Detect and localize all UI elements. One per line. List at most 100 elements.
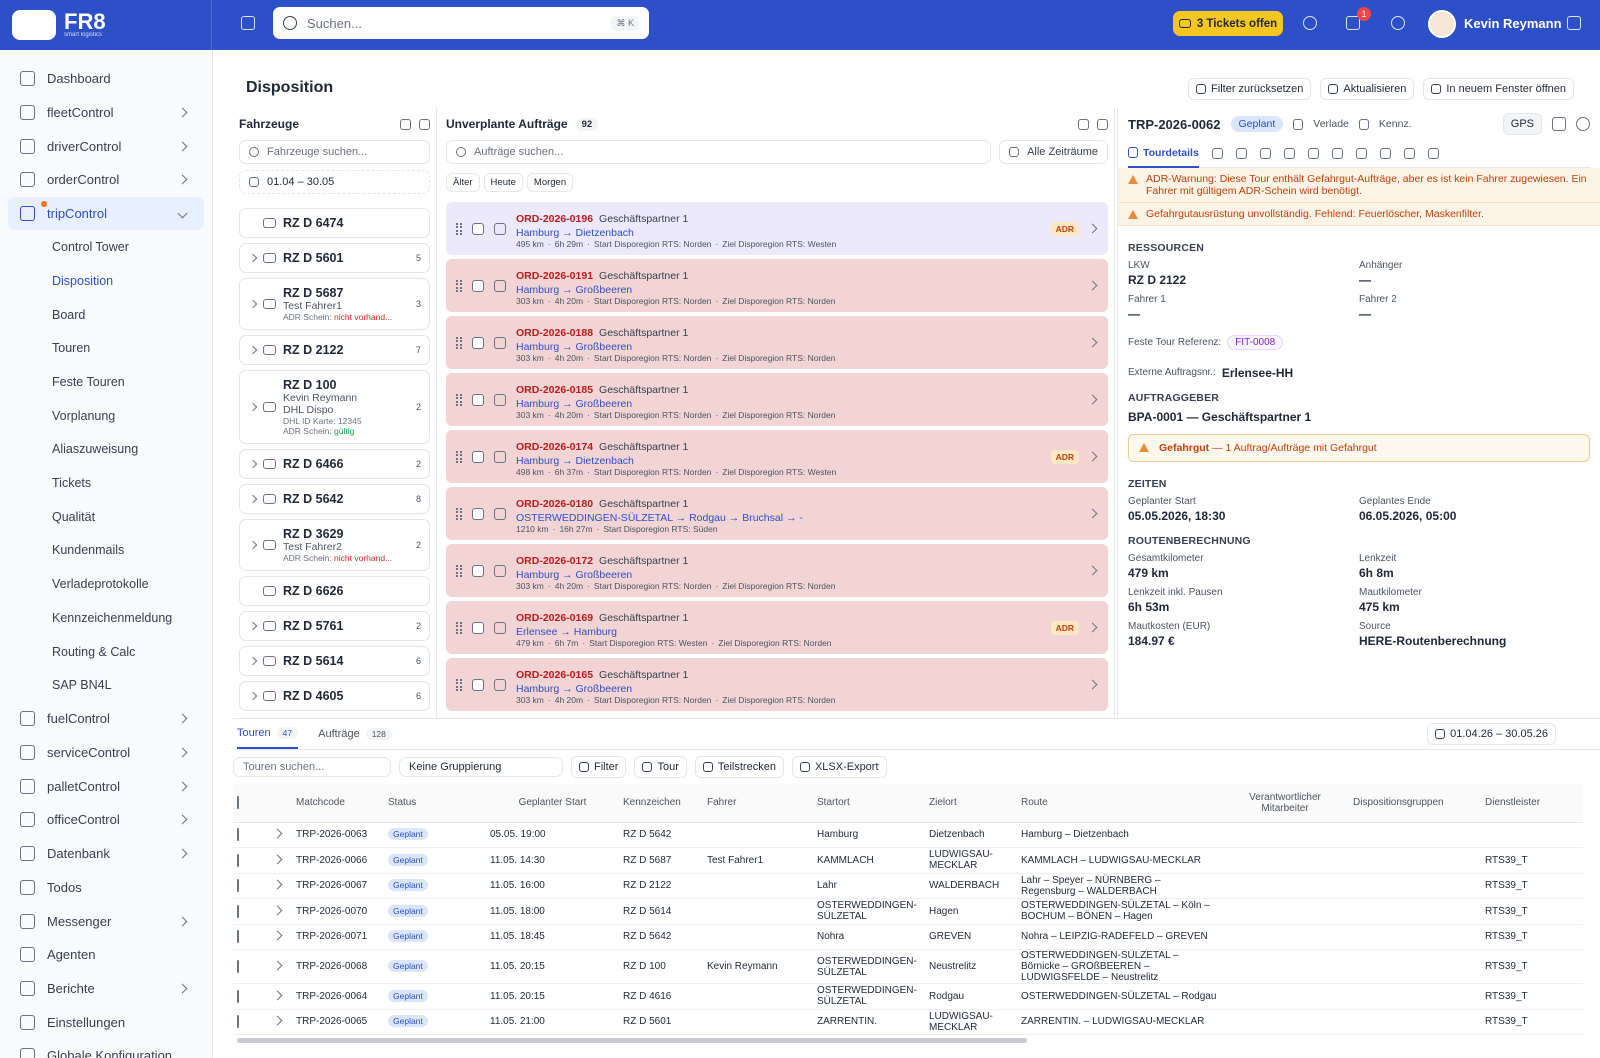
filter-chip[interactable]: Älter — [446, 173, 480, 192]
column-header[interactable]: Startort — [813, 784, 925, 823]
nav-subitem[interactable]: Tickets — [52, 476, 92, 491]
checkbox[interactable] — [472, 336, 484, 349]
gps-button[interactable]: GPS — [1502, 113, 1542, 135]
table-row[interactable]: TRP-2026-0063 Geplant 05.05. 19:00 RZ D 564… — [233, 822, 1583, 848]
bottom-tab[interactable]: Aufträge 128 — [318, 719, 392, 749]
nav-subitem[interactable]: Qualität — [52, 509, 96, 524]
vehicle-card[interactable]: RZ D 100 Kevin Reymann DHL Dispo DHL ID Kar… — [239, 370, 430, 444]
nav-subitem[interactable]: Touren — [52, 341, 91, 356]
filter-chip[interactable]: Morgen — [526, 173, 574, 192]
nav-subitem[interactable]: Board — [52, 307, 86, 322]
checkbox[interactable] — [472, 621, 484, 634]
column-header[interactable]: Dispositionsgruppen — [1349, 784, 1481, 823]
column-header[interactable]: Matchcode — [292, 784, 384, 823]
nav-item[interactable]: driverControl — [8, 129, 204, 163]
column-header[interactable]: Dienstleister — [1481, 784, 1583, 823]
order-card[interactable]: ORD-2026-0180 Geschäftspartner 1 OSTERWEDD… — [446, 487, 1108, 540]
search-box[interactable]: Suchen... ⌘ K — [273, 7, 649, 39]
vehicle-card[interactable]: RZ D 6626 — [239, 576, 430, 606]
action-button[interactable]: Aktualisieren — [1320, 78, 1415, 100]
vehicle-card[interactable]: RZ D 6474 — [239, 208, 430, 238]
checkbox[interactable] — [237, 879, 239, 893]
checkbox[interactable] — [237, 853, 239, 867]
nav-item[interactable]: Messenger — [8, 904, 204, 938]
table-row[interactable]: TRP-2026-0064 Geplant 11.05. 20:15 RZ D 461… — [233, 983, 1583, 1010]
vehicle-card[interactable]: RZ D 4605 6 — [239, 681, 430, 711]
order-card[interactable]: ORD-2026-0196 Geschäftspartner 1 Hamburg →… — [446, 202, 1108, 255]
order-card[interactable]: ORD-2026-0174 Geschäftspartner 1 Hamburg →… — [446, 430, 1108, 483]
table-row[interactable]: TRP-2026-0068 Geplant 11.05. 20:15 RZ D 100… — [233, 949, 1583, 984]
toolbar-button[interactable]: Tour — [634, 756, 687, 778]
header-link[interactable]: Kennz. — [1378, 118, 1412, 130]
nav-item[interactable]: fuelControl — [8, 702, 204, 736]
nav-item[interactable]: orderControl — [8, 163, 204, 197]
nav-item[interactable]: serviceControl — [8, 736, 204, 770]
nav-subitem[interactable]: Verladeprotokolle — [52, 577, 149, 592]
active-tab[interactable]: Tourdetails — [1128, 140, 1199, 168]
table-row[interactable]: TRP-2026-0067 Geplant 11.05. 16:00 RZ D 212… — [233, 873, 1583, 899]
order-search[interactable]: Aufträge suchen... — [446, 140, 992, 164]
column-header[interactable]: Geplanter Start — [486, 784, 619, 823]
vehicle-card[interactable]: RZ D 5614 6 — [239, 646, 430, 676]
nav-subitem[interactable]: Disposition — [52, 273, 114, 288]
table-row[interactable]: TRP-2026-0070 Geplant 11.05. 18:00 RZ D 561… — [233, 898, 1583, 925]
column-header[interactable]: Zielort — [925, 784, 1017, 823]
checkbox[interactable] — [237, 1015, 239, 1029]
nav-item[interactable]: tripControl — [8, 196, 204, 231]
vehicle-card[interactable]: RZ D 5687 Test Fahrer1 ADR Schein: nicht v… — [239, 278, 430, 330]
nav-item[interactable]: Datenbank — [8, 837, 204, 871]
nav-subitem[interactable]: Control Tower — [52, 240, 129, 255]
checkbox[interactable] — [472, 564, 484, 577]
checkbox[interactable] — [237, 930, 239, 944]
nav-item[interactable]: Dashboard — [8, 62, 204, 96]
checkbox[interactable] — [472, 450, 484, 463]
nav-subitem[interactable]: Kundenmails — [52, 543, 125, 558]
column-header[interactable]: Verantwortlicher Mitarbeiter — [1221, 784, 1349, 823]
nav-subitem[interactable]: Feste Touren — [52, 375, 125, 390]
grouping-select[interactable]: Keine Gruppierung — [399, 757, 563, 777]
action-button[interactable]: Filter zurücksetzen — [1188, 78, 1312, 100]
order-card[interactable]: ORD-2026-0188 Geschäftspartner 1 Hamburg →… — [446, 316, 1108, 369]
nav-subitem[interactable]: Vorplanung — [52, 408, 116, 423]
nav-item[interactable]: Globale Konfiguration — [8, 1039, 204, 1058]
nav-item[interactable]: Todos — [8, 871, 204, 905]
toolbar-button[interactable]: Teilstrecken — [694, 756, 784, 778]
checkbox[interactable] — [472, 507, 484, 520]
range-button[interactable]: Alle Zeiträume — [999, 140, 1108, 164]
vehicle-card[interactable]: RZ D 5642 8 — [239, 484, 430, 514]
nav-subitem[interactable]: SAP BN4L — [52, 678, 112, 693]
column-header[interactable]: Status — [384, 784, 486, 823]
vehicle-search[interactable]: Fahrzeuge suchen... — [239, 140, 430, 164]
checkbox[interactable] — [472, 222, 484, 235]
vehicle-card[interactable]: RZ D 2122 7 — [239, 335, 430, 365]
toolbar-button[interactable]: XLSX-Export — [791, 756, 887, 778]
order-card[interactable]: ORD-2026-0172 Geschäftspartner 1 Hamburg →… — [446, 544, 1108, 597]
bottom-tab[interactable]: Touren 47 — [237, 719, 299, 749]
checkbox[interactable] — [237, 989, 239, 1003]
nav-subitem[interactable]: Aliaszuweisung — [52, 442, 139, 457]
nav-item[interactable]: officeControl — [8, 803, 204, 837]
order-card[interactable]: ORD-2026-0165 Geschäftspartner 1 Hamburg →… — [446, 658, 1108, 711]
nav-item[interactable]: palletControl — [8, 769, 204, 803]
nav-item[interactable]: Einstellungen — [8, 1005, 204, 1039]
action-button[interactable]: In neuem Fenster öffnen — [1423, 78, 1574, 100]
column-header[interactable]: Route — [1017, 784, 1221, 823]
table-row[interactable]: TRP-2026-0065 Geplant 11.05. 21:00 RZ D 560… — [233, 1009, 1583, 1035]
checkbox[interactable] — [237, 828, 239, 842]
nav-item[interactable]: fleetControl — [8, 96, 204, 130]
vehicle-card[interactable]: RZ D 3629 Test Fahrer2 ADR Schein: nicht v… — [239, 519, 430, 571]
avatar[interactable] — [1428, 10, 1456, 38]
nav-item[interactable]: Berichte — [8, 972, 204, 1006]
nav-subitem[interactable]: Routing & Calc — [52, 644, 136, 659]
checkbox[interactable] — [237, 796, 239, 810]
vehicle-card[interactable]: RZ D 5601 5 — [239, 243, 430, 273]
header-link[interactable]: Verlade — [1313, 118, 1349, 130]
vehicle-card[interactable]: RZ D 5761 2 — [239, 611, 430, 641]
tour-search[interactable]: Touren suchen... — [233, 757, 391, 777]
toolbar-button[interactable]: Filter — [571, 756, 627, 778]
nav-item[interactable]: Agenten — [8, 938, 204, 972]
checkbox[interactable] — [472, 393, 484, 406]
order-card[interactable]: ORD-2026-0191 Geschäftspartner 1 Hamburg →… — [446, 259, 1108, 312]
checkbox[interactable] — [237, 960, 239, 973]
order-card[interactable]: ORD-2026-0169 Geschäftspartner 1 Erlensee … — [446, 601, 1108, 654]
